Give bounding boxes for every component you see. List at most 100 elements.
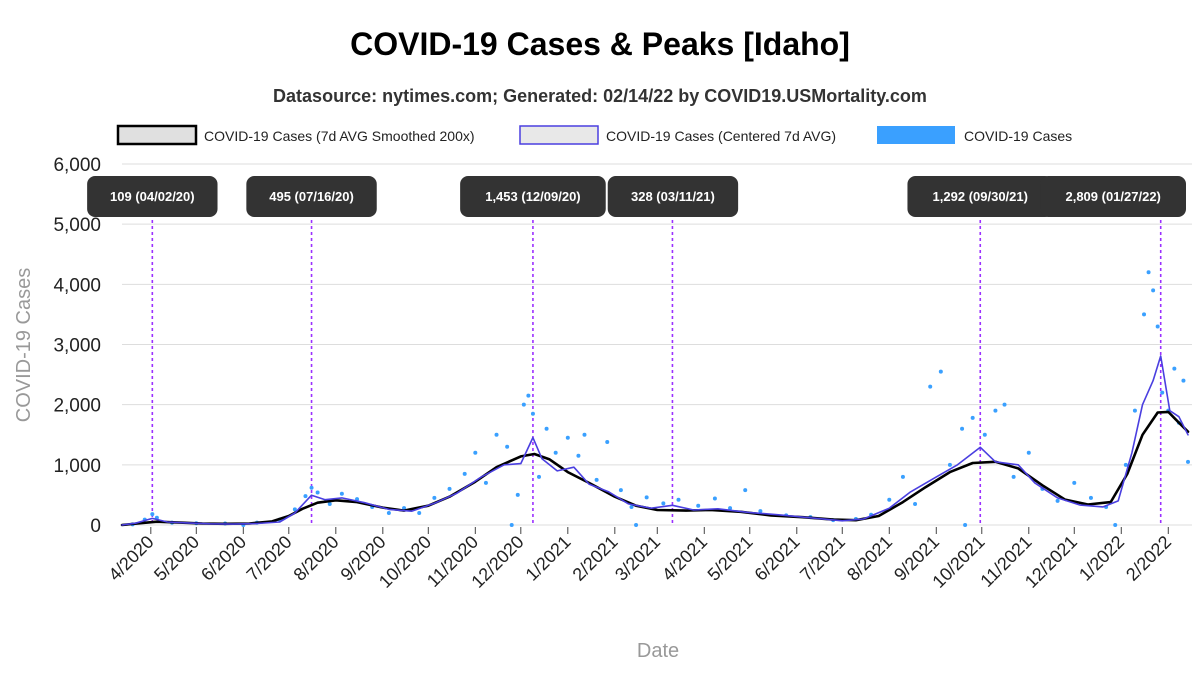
daily-case-point bbox=[1132, 408, 1137, 413]
peak-label-box bbox=[246, 176, 377, 217]
daily-case-point bbox=[618, 488, 623, 493]
chart-title: COVID-19 Cases & Peaks [Idaho] bbox=[350, 26, 850, 62]
x-tick-label: 1/2021 bbox=[522, 532, 575, 585]
daily-case-point bbox=[292, 507, 297, 512]
daily-case-point bbox=[1072, 480, 1077, 485]
daily-case-point bbox=[315, 490, 320, 495]
daily-case-point bbox=[1151, 288, 1156, 293]
daily-case-point bbox=[712, 496, 717, 501]
daily-case-point bbox=[509, 523, 514, 527]
daily-case-point bbox=[661, 501, 666, 506]
daily-case-point bbox=[544, 426, 549, 431]
peak-label: 495 (07/16/20) bbox=[246, 176, 377, 217]
peak-label-text: 109 (04/02/20) bbox=[110, 189, 195, 204]
peak-label-box bbox=[460, 176, 606, 217]
legend: COVID-19 Cases (7d AVG Smoothed 200x) CO… bbox=[116, 124, 1072, 146]
daily-case-point bbox=[960, 426, 965, 431]
daily-case-point bbox=[676, 497, 681, 502]
daily-case-point bbox=[947, 462, 952, 467]
daily-case-point bbox=[339, 491, 344, 496]
y-tick-label: 2,000 bbox=[53, 396, 101, 417]
x-tick-label: 1/2022 bbox=[1075, 532, 1128, 585]
daily-case-point bbox=[696, 503, 701, 508]
x-tick-label: 5/2020 bbox=[150, 532, 203, 585]
peak-label: 2,809 (01/27/22) bbox=[1040, 176, 1186, 217]
x-tick-label: 2/2022 bbox=[1122, 532, 1175, 585]
daily-case-point bbox=[576, 453, 581, 458]
daily-case-point bbox=[432, 495, 437, 500]
y-axis-label: COVID-19 Cases bbox=[13, 268, 35, 423]
daily-case-point bbox=[309, 485, 314, 490]
daily-case-point bbox=[629, 504, 634, 509]
daily-case-point bbox=[970, 415, 975, 420]
peak-label-text: 1,453 (12/09/20) bbox=[485, 189, 580, 204]
y-tick-label: 3,000 bbox=[53, 336, 101, 357]
gridlines bbox=[122, 163, 1192, 526]
legend-swatch-centered bbox=[519, 125, 599, 145]
peak-label-box bbox=[1040, 176, 1186, 217]
legend-swatch-smoothed bbox=[116, 124, 198, 146]
daily-case-point bbox=[1123, 462, 1128, 467]
daily-case-point bbox=[565, 435, 570, 440]
daily-case-point bbox=[594, 477, 599, 482]
daily-case-point bbox=[1055, 498, 1060, 503]
peak-labels: 109 (04/02/20) 495 (07/16/20) 1,453 (12/09… bbox=[87, 176, 1186, 217]
daily-case-point bbox=[1160, 390, 1165, 395]
daily-case-point bbox=[728, 506, 733, 511]
daily-case-point bbox=[743, 488, 748, 493]
x-tick-label: 4/2020 bbox=[105, 532, 158, 585]
daily-case-point bbox=[417, 510, 422, 515]
peak-label-box bbox=[907, 176, 1054, 217]
daily-case-point bbox=[386, 510, 391, 515]
daily-case-point bbox=[505, 444, 510, 449]
peak-label-text: 495 (07/16/20) bbox=[269, 189, 354, 204]
peak-label: 109 (04/02/20) bbox=[87, 176, 218, 217]
daily-case-point bbox=[963, 523, 968, 527]
x-tick-label: 3/2021 bbox=[611, 532, 664, 585]
daily-case-point bbox=[634, 523, 639, 527]
daily-case-point bbox=[887, 497, 892, 502]
daily-case-point bbox=[515, 492, 520, 497]
x-tick-label: 8/2020 bbox=[290, 532, 343, 585]
daily-case-point bbox=[327, 501, 332, 506]
daily-case-point bbox=[1002, 402, 1007, 407]
daily-case-point bbox=[1142, 312, 1147, 317]
y-tick-label: 1,000 bbox=[53, 456, 101, 477]
peak-label: 1,292 (09/30/21) bbox=[907, 176, 1054, 217]
peak-lines bbox=[151, 214, 1162, 525]
x-tick-label: 7/2021 bbox=[796, 532, 849, 585]
daily-case-point bbox=[938, 369, 943, 374]
daily-case-point bbox=[494, 432, 499, 437]
daily-case-point bbox=[605, 439, 610, 444]
daily-case-point bbox=[913, 501, 918, 506]
peak-label-text: 1,292 (09/30/21) bbox=[933, 189, 1028, 204]
daily-case-point bbox=[1011, 474, 1016, 479]
peak-label-box bbox=[87, 176, 218, 217]
x-axis-label: Date bbox=[637, 640, 679, 662]
daily-case-point bbox=[993, 408, 998, 413]
daily-case-point bbox=[530, 411, 535, 416]
daily-case-point bbox=[1186, 459, 1190, 464]
daily-case-point bbox=[1181, 378, 1186, 383]
daily-case-point bbox=[1026, 450, 1031, 455]
daily-cases-points bbox=[130, 270, 1190, 527]
x-tick-label: 7/2020 bbox=[243, 532, 296, 585]
daily-case-point bbox=[1155, 324, 1160, 329]
daily-case-point bbox=[1088, 495, 1093, 500]
daily-case-point bbox=[462, 471, 467, 476]
y-axis: 0 1,000 2,000 3,000 4,000 5,000 6,000 bbox=[53, 155, 101, 537]
series-lines bbox=[120, 355, 1190, 527]
daily-case-point bbox=[553, 450, 558, 455]
daily-case-point bbox=[521, 402, 526, 407]
y-tick-label: 4,000 bbox=[53, 275, 101, 296]
daily-case-point bbox=[536, 474, 541, 479]
daily-case-point bbox=[900, 474, 905, 479]
daily-case-point bbox=[644, 495, 649, 500]
daily-case-point bbox=[1113, 523, 1118, 527]
daily-case-point bbox=[526, 393, 531, 398]
daily-case-point bbox=[150, 512, 155, 517]
daily-case-point bbox=[1146, 270, 1151, 275]
peak-label: 328 (03/11/21) bbox=[607, 176, 739, 217]
